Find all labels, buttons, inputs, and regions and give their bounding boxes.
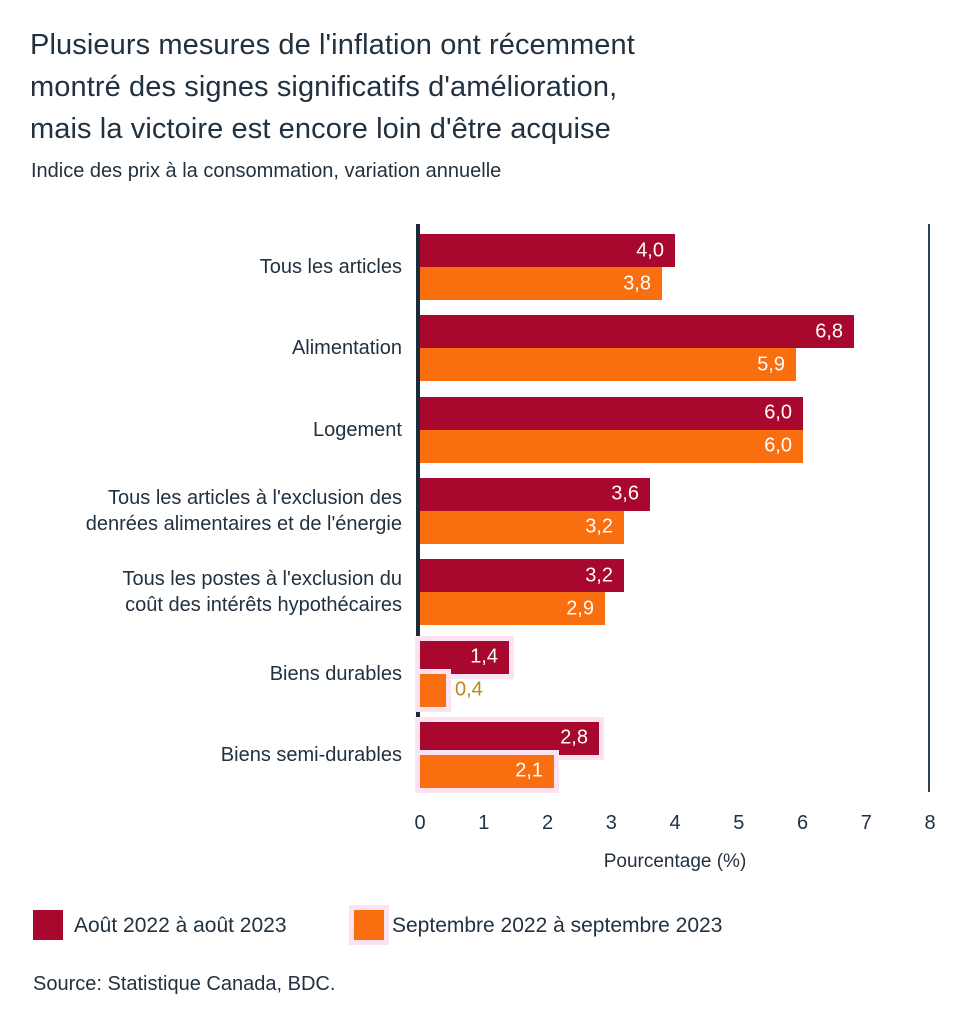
bar-series1-row6: 2,1 [420, 754, 554, 788]
x-tick-0: 0 [414, 812, 426, 834]
category-label: Biens semi-durables [220, 743, 402, 766]
x-tick-3: 3 [605, 812, 617, 834]
x-tick-4: 4 [669, 812, 681, 834]
chart-title-line-2: montré des signes significatifs d'amélio… [30, 71, 618, 103]
bar-series1-row2: 6,0 [420, 429, 803, 463]
bar-series1-row5: 0,4 [420, 673, 483, 707]
chart-title-line-3: mais la victoire est encore loin d'être … [30, 113, 611, 145]
x-tick-1: 1 [478, 812, 490, 834]
bar-series1-row3: 3,2 [420, 510, 624, 544]
legend-swatch-aout-2022-a-aout-2023 [33, 910, 63, 940]
x-tick-7: 7 [860, 812, 872, 834]
bar-series0-row6: 2,8 [420, 721, 599, 755]
chart-subtitle: Indice des prix à la consommation, varia… [31, 160, 502, 182]
bar-value-label: 5,9 [757, 353, 785, 376]
chart-title: Plusieurs mesures de l'inflation ont réc… [30, 24, 635, 150]
category-label: Biens durables [269, 662, 402, 685]
category-label: Logement [313, 418, 402, 441]
bar-series1-row1: 5,9 [420, 348, 796, 382]
x-axis-label: Pourcentage (%) [603, 851, 747, 872]
y-axis-line [416, 224, 420, 792]
bar-value-label: 4,0 [636, 239, 664, 261]
right-boundary-line [928, 224, 930, 792]
bar-series0-row3: 3,6 [420, 477, 650, 511]
x-tick-2: 2 [541, 812, 554, 834]
bar-value-label: 3,2 [585, 564, 613, 587]
bar-value-label: 3,2 [585, 515, 613, 538]
x-tick-8: 8 [924, 812, 936, 834]
category-label: Tous les articles à l'exclusion des denr… [85, 486, 402, 535]
bar-value-label: 2,8 [560, 726, 588, 749]
category-label: Tous les articles [259, 256, 402, 278]
bar-value-label: 0,4 [455, 678, 483, 701]
bar-value-label: 1,4 [470, 645, 498, 668]
chart-title-line-1: Plusieurs mesures de l'inflation ont réc… [30, 29, 635, 61]
bar-series0-row0: 4,0 [420, 234, 675, 267]
bar-series1-row0: 3,8 [420, 267, 662, 300]
bar-series0-row5: 1,4 [420, 640, 509, 674]
bar-value-label: 2,9 [566, 597, 594, 620]
source-note: Source: Statistique Canada, BDC. [33, 973, 336, 995]
bar-value-label: 6,0 [764, 434, 792, 457]
bar-value-label: 2,1 [515, 759, 543, 782]
legend-swatch-septembre-2022-a-septembre-2023 [354, 910, 384, 940]
legend-label-aout-2022-a-aout-2023: Août 2022 à août 2023 [74, 914, 287, 937]
category-label: Alimentation [291, 337, 402, 360]
x-tick-6: 6 [796, 812, 809, 834]
bar-series0-row1: 6,8 [420, 315, 854, 349]
bar-value-label: 6,0 [764, 401, 792, 424]
bar-value-label: 3,8 [623, 272, 651, 294]
legend-label-septembre-2022-a-septembre-2023: Septembre 2022 à septembre 2023 [392, 914, 723, 937]
x-tick-5: 5 [733, 812, 745, 834]
category-label: Tous les postes à l'exclusion du coût de… [122, 568, 402, 617]
bar-series0-row4: 3,2 [420, 559, 624, 593]
bar-series1-row4: 2,9 [420, 592, 605, 626]
bar-value-label: 6,8 [815, 320, 843, 343]
bar-series0-row2: 6,0 [420, 396, 803, 430]
bar-value-label: 3,6 [611, 482, 639, 505]
